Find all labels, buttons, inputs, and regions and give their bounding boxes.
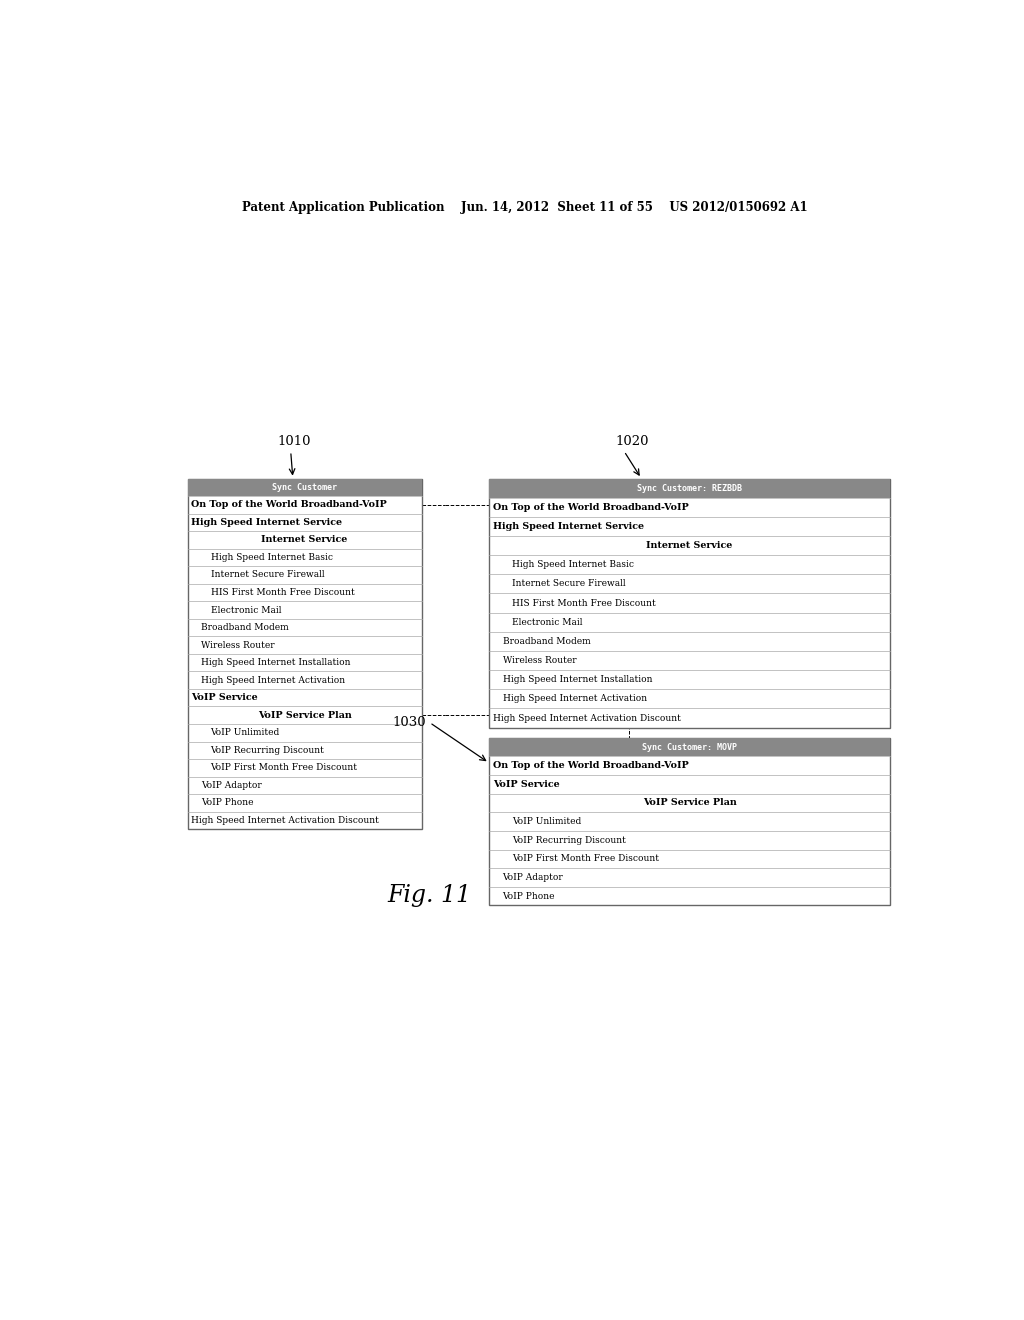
Text: Sync Customer: MOVP: Sync Customer: MOVP xyxy=(642,743,737,751)
Text: Internet Secure Firewall: Internet Secure Firewall xyxy=(512,579,626,589)
Text: Electronic Mail: Electronic Mail xyxy=(512,618,583,627)
Text: Wireless Router: Wireless Router xyxy=(201,640,274,649)
Text: VoIP Service: VoIP Service xyxy=(191,693,258,702)
Text: Wireless Router: Wireless Router xyxy=(503,656,577,665)
Bar xyxy=(489,738,890,906)
Text: VoIP Adaptor: VoIP Adaptor xyxy=(201,781,262,789)
Text: VoIP Unlimited: VoIP Unlimited xyxy=(211,729,280,738)
Text: Sync Customer: REZBDB: Sync Customer: REZBDB xyxy=(637,483,742,492)
Text: Broadband Modem: Broadband Modem xyxy=(503,636,590,645)
Text: 1020: 1020 xyxy=(615,436,648,447)
Text: High Speed Internet Installation: High Speed Internet Installation xyxy=(503,676,652,684)
Text: Sync Customer: Sync Customer xyxy=(272,483,337,492)
Bar xyxy=(187,479,422,496)
Text: HIS First Month Free Discount: HIS First Month Free Discount xyxy=(512,598,655,607)
Text: High Speed Internet Service: High Speed Internet Service xyxy=(494,521,644,531)
Text: Electronic Mail: Electronic Mail xyxy=(211,606,281,615)
Text: High Speed Internet Activation Discount: High Speed Internet Activation Discount xyxy=(494,714,681,722)
Text: VoIP Service Plan: VoIP Service Plan xyxy=(643,799,736,808)
Text: High Speed Internet Service: High Speed Internet Service xyxy=(191,517,342,527)
Bar xyxy=(489,738,890,756)
Text: VoIP Phone: VoIP Phone xyxy=(201,799,254,808)
Text: High Speed Internet Installation: High Speed Internet Installation xyxy=(201,659,350,667)
Bar xyxy=(489,479,890,727)
Text: 1030: 1030 xyxy=(392,715,426,729)
Text: High Speed Internet Activation Discount: High Speed Internet Activation Discount xyxy=(191,816,379,825)
Text: VoIP Adaptor: VoIP Adaptor xyxy=(503,873,563,882)
Text: On Top of the World Broadband-VoIP: On Top of the World Broadband-VoIP xyxy=(494,503,689,512)
Text: VoIP Recurring Discount: VoIP Recurring Discount xyxy=(211,746,325,755)
Text: Internet Secure Firewall: Internet Secure Firewall xyxy=(211,570,325,579)
Bar xyxy=(489,479,890,498)
Text: On Top of the World Broadband-VoIP: On Top of the World Broadband-VoIP xyxy=(191,500,387,510)
Text: High Speed Internet Activation: High Speed Internet Activation xyxy=(201,676,345,685)
Text: VoIP First Month Free Discount: VoIP First Month Free Discount xyxy=(512,854,659,863)
Text: VoIP Service: VoIP Service xyxy=(494,780,560,789)
Text: Internet Service: Internet Service xyxy=(646,541,732,550)
Text: 1010: 1010 xyxy=(278,436,311,447)
Text: VoIP First Month Free Discount: VoIP First Month Free Discount xyxy=(211,763,357,772)
Text: High Speed Internet Activation: High Speed Internet Activation xyxy=(503,694,647,704)
Text: Fig. 11: Fig. 11 xyxy=(387,884,472,907)
Text: High Speed Internet Basic: High Speed Internet Basic xyxy=(211,553,333,562)
Text: VoIP Unlimited: VoIP Unlimited xyxy=(512,817,582,826)
Text: VoIP Phone: VoIP Phone xyxy=(503,891,555,900)
Text: Broadband Modem: Broadband Modem xyxy=(201,623,289,632)
Text: VoIP Recurring Discount: VoIP Recurring Discount xyxy=(512,836,626,845)
Bar xyxy=(187,479,422,829)
Text: On Top of the World Broadband-VoIP: On Top of the World Broadband-VoIP xyxy=(494,762,689,770)
Text: VoIP Service Plan: VoIP Service Plan xyxy=(258,710,351,719)
Text: High Speed Internet Basic: High Speed Internet Basic xyxy=(512,560,634,569)
Text: Patent Application Publication    Jun. 14, 2012  Sheet 11 of 55    US 2012/01506: Patent Application Publication Jun. 14, … xyxy=(242,201,808,214)
Text: HIS First Month Free Discount: HIS First Month Free Discount xyxy=(211,587,354,597)
Text: Internet Service: Internet Service xyxy=(261,536,348,544)
